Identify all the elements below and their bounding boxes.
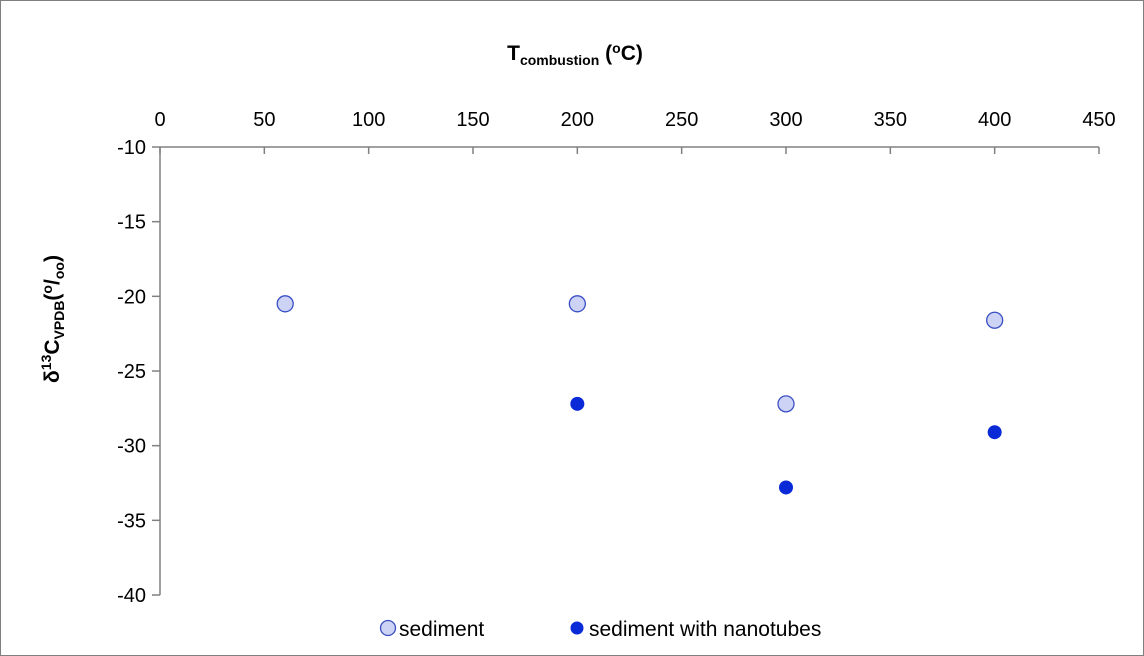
y-tick-label: -35 — [117, 510, 146, 532]
y-axis-title-sup: 13 — [38, 354, 54, 370]
axes-layer: 0 50 100 150 200 250 300 350 400 450 -10 -15 -20 -25 -… — [117, 109, 1116, 607]
y-tick-label: -30 — [117, 436, 146, 458]
y-tick-label: -40 — [117, 585, 146, 607]
legend-layer: sediment sediment with nanotubes — [381, 618, 822, 641]
x-axis-title-sub: combustion — [520, 52, 599, 68]
x-tick-label: 250 — [665, 109, 698, 131]
x-tick-label: 200 — [561, 109, 594, 131]
x-tick-label: 50 — [253, 109, 275, 131]
y-tick-label: -15 — [117, 212, 146, 234]
x-tick-label: 350 — [874, 109, 907, 131]
sediment-point — [569, 296, 585, 312]
x-axis-title-sup: o — [612, 40, 621, 56]
x-tick-label: 300 — [769, 109, 802, 131]
sediment-point — [987, 312, 1003, 328]
y-axis-title-sub: VPDB — [51, 301, 67, 340]
legend-label-sediment: sediment — [399, 618, 484, 641]
legend-marker-sediment — [381, 621, 396, 636]
y-axis-title-group: δ13CVPDB(o/oo) — [38, 255, 67, 383]
y-axis-title-delta: δ — [41, 370, 64, 383]
x-tick-label: 150 — [456, 109, 489, 131]
x-axis-title-main: T — [507, 42, 520, 65]
x-tick-label: 0 — [154, 109, 165, 131]
y-axis-title-paren-open: ( — [41, 294, 64, 301]
y-axis-title-unit-sup: o — [39, 285, 55, 294]
y-axis-title-paren-close: ) — [41, 255, 64, 262]
y-tick-label: -20 — [117, 286, 146, 308]
x-tick-label: 450 — [1082, 109, 1115, 131]
sediment-point — [277, 296, 293, 312]
x-axis-title: Tcombustion (oC) — [507, 40, 643, 68]
x-axis-title-open: ( — [599, 42, 612, 65]
nanotubes-point — [780, 481, 793, 494]
y-axis-title: δ13CVPDB(o/oo) — [38, 255, 67, 383]
nanotubes-point — [571, 397, 584, 410]
x-tick-label: 100 — [352, 109, 385, 131]
nanotubes-point — [988, 426, 1001, 439]
y-axis-title-main: C — [41, 339, 64, 354]
legend-marker-nanotubes — [571, 622, 583, 634]
x-axis-title-close: C) — [621, 42, 643, 65]
y-tick-label: -10 — [117, 137, 146, 159]
legend-label-nanotubes: sediment with nanotubes — [589, 618, 821, 641]
x-tick-label: 400 — [978, 109, 1011, 131]
marks-layer — [277, 296, 1002, 494]
y-tick-label: -25 — [117, 361, 146, 383]
y-axis-title-unit-sub: oo — [51, 262, 67, 279]
sediment-point — [778, 396, 794, 412]
